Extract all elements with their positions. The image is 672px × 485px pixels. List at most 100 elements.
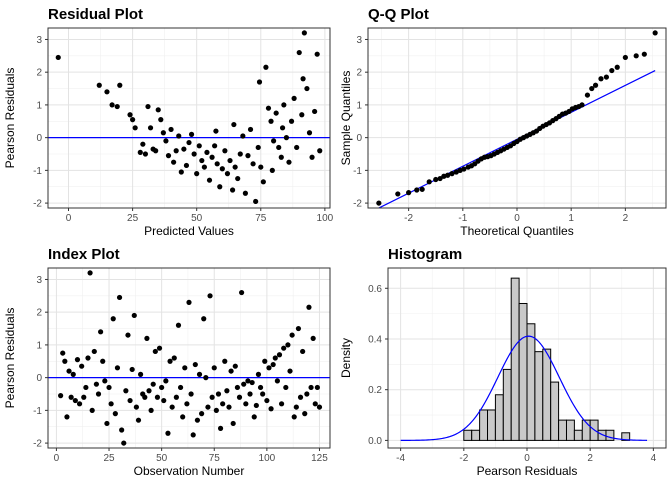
data-point — [110, 316, 116, 322]
data-point — [293, 404, 299, 410]
data-point — [60, 350, 66, 356]
y-tick-label: 1 — [356, 100, 362, 111]
data-point — [180, 414, 186, 420]
data-point — [121, 440, 127, 446]
data-point — [199, 157, 205, 164]
data-point — [279, 125, 286, 131]
data-point — [276, 352, 283, 358]
data-point — [96, 82, 102, 88]
chart-title: Residual Plot — [48, 6, 143, 23]
y-axis-label: Sample Quantiles — [339, 71, 353, 166]
data-point — [247, 391, 253, 397]
data-point — [206, 177, 213, 183]
chart-title: Q-Q Plot — [368, 6, 429, 23]
data-point — [301, 30, 307, 36]
density-curve — [400, 335, 648, 441]
histogram-bar — [534, 351, 544, 441]
data-point — [201, 164, 207, 170]
data-point — [156, 345, 163, 351]
data-point — [260, 391, 266, 397]
data-point — [133, 404, 139, 410]
data-point — [169, 404, 175, 410]
histogram-bar — [542, 348, 552, 441]
data-point — [283, 135, 290, 141]
data-point — [278, 401, 285, 407]
y-tick-label: 0.6 — [368, 284, 382, 295]
data-point — [168, 126, 174, 133]
data-point — [266, 365, 272, 371]
data-point — [203, 375, 209, 381]
data-point — [114, 103, 120, 110]
data-point — [131, 312, 137, 319]
data-point — [142, 394, 148, 400]
data-point — [116, 294, 123, 301]
data-point — [285, 342, 291, 348]
data-point — [163, 138, 169, 144]
data-point — [592, 82, 599, 88]
x-tick-label: 100 — [317, 213, 334, 224]
data-point — [278, 154, 284, 160]
chart-title: Histogram — [388, 246, 462, 263]
data-point — [66, 368, 72, 374]
data-point — [102, 378, 108, 384]
data-point — [154, 394, 161, 400]
data-point — [317, 148, 323, 154]
y-tick-label: 0 — [36, 373, 42, 384]
data-point — [173, 394, 179, 400]
x-tick-label: -4 — [396, 453, 405, 464]
data-point — [243, 401, 249, 407]
data-point — [186, 299, 192, 305]
data-point — [117, 82, 123, 88]
data-point — [127, 112, 133, 118]
data-point — [106, 384, 112, 391]
x-tick-label: 75 — [255, 213, 267, 224]
data-point — [199, 411, 205, 417]
histogram-bar — [565, 419, 575, 441]
data-point — [251, 414, 257, 420]
data-point — [579, 102, 585, 108]
data-point — [104, 420, 110, 427]
data-point — [109, 102, 115, 108]
data-point — [144, 335, 150, 341]
data-point — [437, 175, 443, 182]
data-point — [316, 404, 323, 410]
histogram-bar — [463, 429, 473, 441]
y-tick-label: 2 — [36, 308, 42, 319]
data-point — [281, 102, 287, 108]
data-point — [207, 293, 213, 299]
data-point — [263, 64, 269, 70]
y-tick-label: 1 — [36, 340, 42, 351]
histogram-bar — [494, 394, 504, 441]
data-point — [295, 325, 302, 332]
data-point — [633, 53, 639, 59]
data-point — [297, 394, 304, 400]
data-point — [622, 54, 628, 61]
data-point — [268, 406, 274, 412]
data-point — [270, 361, 276, 368]
x-tick-label: -2 — [459, 453, 468, 464]
y-tick-label: 0 — [36, 133, 42, 144]
chart-panel-1: 0 25 50 75 100 -2 -1 0 1 2 3 Residual Plot Predicted… — [0, 0, 336, 240]
data-point — [226, 404, 232, 410]
data-point — [171, 159, 177, 165]
data-point — [98, 329, 104, 335]
data-point — [171, 355, 177, 361]
data-point — [135, 417, 142, 423]
x-axis-label: Theoretical Quantiles — [460, 224, 573, 238]
data-point — [260, 179, 266, 185]
data-point — [217, 184, 223, 190]
data-point — [395, 191, 401, 197]
data-point — [140, 141, 146, 147]
data-point — [148, 407, 154, 413]
data-point — [268, 118, 274, 124]
data-point — [152, 348, 158, 355]
data-point — [241, 381, 247, 387]
data-point — [433, 176, 439, 183]
data-point — [74, 357, 81, 363]
data-point — [155, 107, 161, 113]
data-point — [224, 171, 231, 177]
x-tick-label: 100 — [259, 453, 276, 464]
data-point — [55, 54, 61, 61]
x-tick-label: 2 — [623, 213, 629, 224]
data-point — [609, 67, 615, 74]
